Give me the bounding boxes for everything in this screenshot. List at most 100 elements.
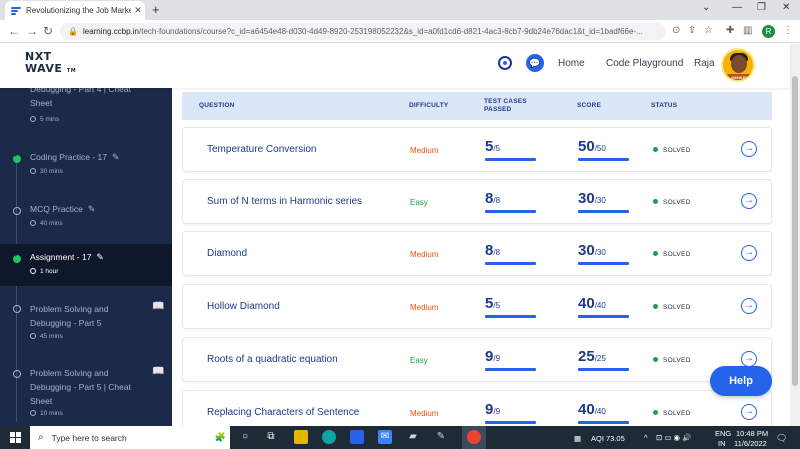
status-badge: SOLVED (653, 251, 691, 258)
sidebar-item-assignment-17[interactable]: Assignment - 17✎ 1 hour (0, 244, 172, 286)
edge-icon[interactable] (322, 430, 336, 444)
sidebar-item-debugging-part4-cheatsheet[interactable]: Debugging - Part 4 | Cheat Sheet 5 mins (30, 88, 131, 123)
address-bar[interactable]: 🔒 learning.ccbp.in/tech-foundations/cour… (60, 23, 666, 40)
browser-menu-icon[interactable]: ⋮ (783, 25, 793, 36)
app-icon-2[interactable]: ✎ (436, 431, 446, 442)
tab-search-chevron-icon[interactable]: ⌄ (702, 2, 711, 13)
arrow-right-icon[interactable]: → (741, 141, 757, 157)
discussion-chat-icon[interactable]: 💬 (526, 54, 544, 72)
clock-icon (30, 268, 36, 274)
reload-icon[interactable]: ↻ (43, 24, 54, 38)
question-title[interactable]: Replacing Characters of Sentence (207, 407, 360, 418)
language-region[interactable]: IN (718, 439, 726, 448)
arrow-right-icon[interactable]: → (741, 298, 757, 314)
table-row[interactable]: Temperature Conversion Medium 5/5 50/50 SOLV… (182, 127, 772, 172)
score: 25/25 (578, 348, 629, 371)
tray-chevron-icon[interactable]: ^ (644, 433, 648, 442)
test-cases-passed: 8/8 (485, 242, 536, 265)
user-name[interactable]: Raja (694, 58, 715, 69)
cortana-icon[interactable]: ○ (241, 431, 249, 442)
window-close-icon[interactable]: ✕ (782, 2, 791, 13)
weather-icon[interactable]: ▦ (574, 434, 582, 443)
sidebar-item-coding-practice-17[interactable]: Coding Practice - 17✎ 30 mins (0, 140, 172, 190)
new-tab-button[interactable]: + (152, 2, 160, 17)
progress-bar (485, 368, 536, 371)
assignment-results-panel: QUESTION DIFFICULTY TEST CASES PASSED SC… (172, 88, 790, 426)
share-icon[interactable]: ⇪ (688, 25, 697, 36)
question-title[interactable]: Temperature Conversion (207, 144, 317, 155)
mail-icon[interactable]: ✉ (378, 430, 392, 444)
table-row[interactable]: Roots of a quadratic equation Easy 9/9 25/2… (182, 337, 772, 382)
user-avatar[interactable]: GENIUS (721, 48, 755, 82)
difficulty-label: Medium (410, 250, 439, 259)
minimize-icon[interactable]: — (732, 2, 742, 13)
restore-icon[interactable]: ❐ (757, 2, 766, 13)
help-button[interactable]: Help (710, 366, 772, 396)
app-icon-1[interactable]: ▰ (409, 431, 417, 442)
arrow-right-icon[interactable]: → (741, 351, 757, 367)
nav-code-playground-link[interactable]: Code Playground (606, 58, 684, 69)
avatar-badge: GENIUS (727, 74, 751, 80)
search-highlight-icon[interactable]: 🧩 (214, 432, 226, 442)
clock-time[interactable]: 10:48 PM (736, 429, 769, 438)
aqi-widget[interactable]: AQI 73.05 (591, 434, 625, 443)
bookmark-star-icon[interactable]: ☆ (704, 25, 713, 36)
arrow-right-icon[interactable]: → (741, 193, 757, 209)
nav-home-link[interactable]: Home (558, 58, 585, 69)
clock-icon (30, 116, 36, 122)
question-title[interactable]: Sum of N terms in Harmonic series (207, 196, 363, 207)
clock-date[interactable]: 11/6/2022 (734, 439, 767, 448)
test-cases-passed: 9/9 (485, 348, 536, 371)
extensions-icon[interactable]: ✚ (726, 25, 735, 36)
browser-profile-avatar[interactable]: R (762, 25, 775, 38)
language-code[interactable]: ENG (715, 429, 732, 438)
progress-bar (578, 158, 629, 161)
clock-icon (30, 168, 36, 174)
side-panel-icon[interactable]: ▥ (743, 25, 753, 36)
sidebar-item-time: 45 mins (30, 333, 63, 340)
chrome-icon[interactable] (467, 430, 481, 444)
question-title[interactable]: Hollow Diamond (207, 301, 280, 312)
score: 40/40 (578, 401, 629, 424)
file-explorer-icon[interactable] (294, 430, 308, 444)
browser-tab[interactable]: Revolutionizing the Job Market | ✕ (5, 1, 145, 20)
back-icon[interactable]: ← (8, 24, 20, 38)
page-scrollbar[interactable] (790, 44, 800, 426)
lock-icon[interactable]: 🔒 (68, 27, 78, 36)
status-badge: SOLVED (653, 147, 691, 154)
windows-start-icon[interactable] (10, 432, 21, 443)
clock-icon (30, 220, 36, 226)
sidebar-item-time: 5 mins (30, 116, 59, 123)
header-test-cases: TEST CASES PASSED (484, 98, 527, 113)
sidebar-item-problem-solving-part5[interactable]: Problem Solving and Debugging - Part 5 📖… (0, 296, 172, 352)
notification-icon[interactable]: 🗨 (776, 433, 788, 443)
status-badge: SOLVED (653, 199, 691, 206)
tab-close-icon[interactable]: ✕ (134, 5, 142, 15)
question-title[interactable]: Diamond (207, 248, 248, 259)
search-placeholder: Type here to search (51, 432, 127, 443)
table-row[interactable]: Hollow Diamond Medium 5/5 40/40 SOLVED → (182, 284, 772, 329)
nxtwave-logo[interactable]: NXT WAVE TM (25, 50, 77, 75)
taskbar-search-box[interactable]: ⌕ Type here to search 🧩 (30, 426, 230, 449)
task-view-icon[interactable]: ⧉ (267, 431, 275, 442)
table-row[interactable]: Diamond Medium 8/8 30/30 SOLVED → (182, 231, 772, 276)
status-badge: SOLVED (653, 357, 691, 364)
google-lens-icon[interactable]: ⊙ (672, 25, 681, 36)
book-icon: 📖 (152, 301, 165, 312)
table-row[interactable]: Sum of N terms in Harmonic series Easy 8/8… (182, 179, 772, 224)
browser-tab-strip: Revolutionizing the Job Market | ✕ + ⌄ —… (0, 0, 800, 20)
progress-bar (485, 421, 536, 424)
question-title[interactable]: Roots of a quadratic equation (207, 354, 338, 365)
sidebar-item-mcq-practice[interactable]: MCQ Practice ✎ 40 mins (0, 192, 172, 242)
arrow-right-icon[interactable]: → (741, 245, 757, 261)
tray-icons[interactable]: ⊡ ▭ ◉ 🔊 (656, 433, 692, 442)
pending-circle-icon (13, 207, 21, 215)
scrollbar-thumb[interactable] (792, 76, 798, 386)
pencil-icon: ✎ (87, 204, 96, 214)
streak-timer-icon[interactable] (498, 56, 512, 70)
store-icon[interactable] (350, 430, 364, 444)
arrow-right-icon[interactable]: → (741, 404, 757, 420)
forward-icon[interactable]: → (26, 24, 38, 38)
sidebar-item-problem-solving-part5-cheatsheet[interactable]: Problem Solving and Debugging - Part 5 |… (0, 362, 172, 424)
table-row[interactable]: Replacing Characters of Sentence Medium 9/… (182, 390, 772, 426)
